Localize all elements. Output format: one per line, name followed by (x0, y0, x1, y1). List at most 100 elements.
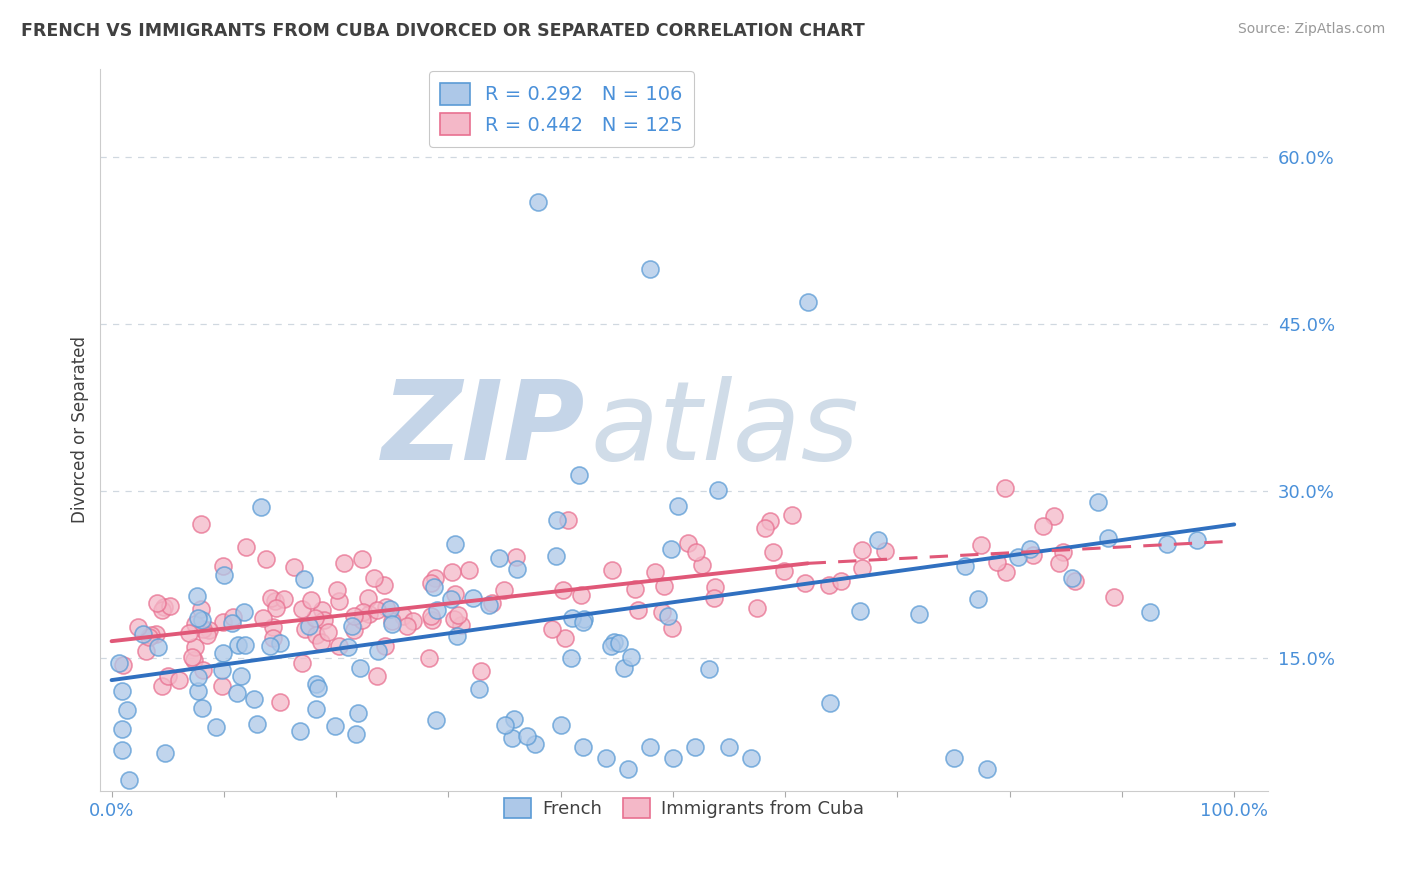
Point (976, 762, 998, 776)
Point (328, 640, 350, 654)
Point (316, 625, 339, 640)
Point (613, 661, 636, 675)
Y-axis label: Divorced or Separated: Divorced or Separated (72, 336, 89, 524)
Point (1139, 605, 1161, 619)
Point (546, 549, 568, 563)
Point (145, 627, 167, 641)
Point (762, 545, 785, 559)
Point (468, 682, 491, 697)
Point (378, 602, 401, 616)
Point (152, 600, 174, 615)
Text: ZIP: ZIP (381, 376, 585, 483)
Point (603, 635, 626, 649)
Point (550, 717, 572, 731)
Point (747, 600, 769, 615)
Point (425, 713, 447, 727)
Point (304, 701, 326, 715)
Point (600, 563, 623, 577)
Point (374, 599, 396, 614)
Point (718, 739, 741, 754)
Point (572, 739, 595, 754)
Point (659, 541, 682, 556)
Point (1087, 495, 1109, 509)
Point (235, 540, 257, 554)
Point (617, 762, 640, 776)
Point (986, 555, 1008, 569)
Point (263, 594, 285, 608)
Point (243, 692, 266, 706)
Point (707, 483, 730, 498)
Point (367, 644, 389, 658)
Point (527, 194, 550, 209)
Point (426, 603, 449, 617)
Point (849, 604, 872, 618)
Point (145, 596, 167, 610)
Point (395, 619, 418, 633)
Point (229, 669, 252, 683)
Point (443, 612, 465, 626)
Point (502, 712, 524, 726)
Point (150, 603, 173, 617)
Point (450, 618, 472, 632)
Point (600, 639, 623, 653)
Point (1019, 541, 1042, 556)
Point (183, 640, 205, 655)
Point (623, 582, 645, 597)
Point (685, 739, 707, 754)
Point (676, 535, 699, 549)
Point (381, 614, 404, 628)
Point (595, 751, 617, 765)
Point (298, 619, 321, 633)
Point (118, 773, 141, 788)
Point (305, 628, 328, 642)
Point (1042, 508, 1064, 523)
Point (127, 620, 149, 634)
Point (423, 571, 446, 585)
Point (572, 612, 595, 626)
Point (141, 628, 163, 642)
Point (444, 587, 467, 601)
Point (875, 544, 897, 558)
Legend: French, Immigrants from Cuba: French, Immigrants from Cuba (496, 790, 872, 826)
Point (501, 731, 523, 745)
Point (420, 609, 443, 624)
Point (794, 575, 817, 590)
Point (326, 582, 349, 597)
Point (211, 663, 233, 677)
Point (568, 467, 591, 482)
Point (373, 577, 395, 591)
Point (254, 552, 277, 566)
Point (402, 614, 425, 628)
Point (183, 617, 205, 632)
Point (111, 658, 134, 673)
Point (851, 561, 873, 575)
Point (651, 605, 673, 619)
Text: Source: ZipAtlas.com: Source: ZipAtlas.com (1237, 22, 1385, 37)
Point (264, 600, 287, 615)
Point (314, 613, 336, 627)
Point (343, 623, 366, 637)
Point (908, 607, 931, 622)
Point (554, 631, 576, 645)
Point (150, 679, 173, 693)
Point (492, 582, 515, 597)
Point (323, 719, 346, 733)
Point (212, 558, 235, 573)
Point (796, 295, 818, 310)
Point (668, 500, 690, 514)
Point (357, 607, 380, 621)
Point (304, 611, 326, 625)
Point (652, 578, 675, 592)
Point (817, 578, 839, 592)
Point (291, 601, 314, 615)
Point (830, 574, 852, 588)
Point (463, 591, 485, 606)
Point (183, 653, 205, 667)
Point (131, 627, 153, 641)
Point (146, 640, 169, 655)
Point (205, 721, 228, 735)
Point (305, 677, 328, 691)
Point (342, 619, 364, 633)
Point (344, 727, 367, 741)
Point (1032, 519, 1054, 533)
